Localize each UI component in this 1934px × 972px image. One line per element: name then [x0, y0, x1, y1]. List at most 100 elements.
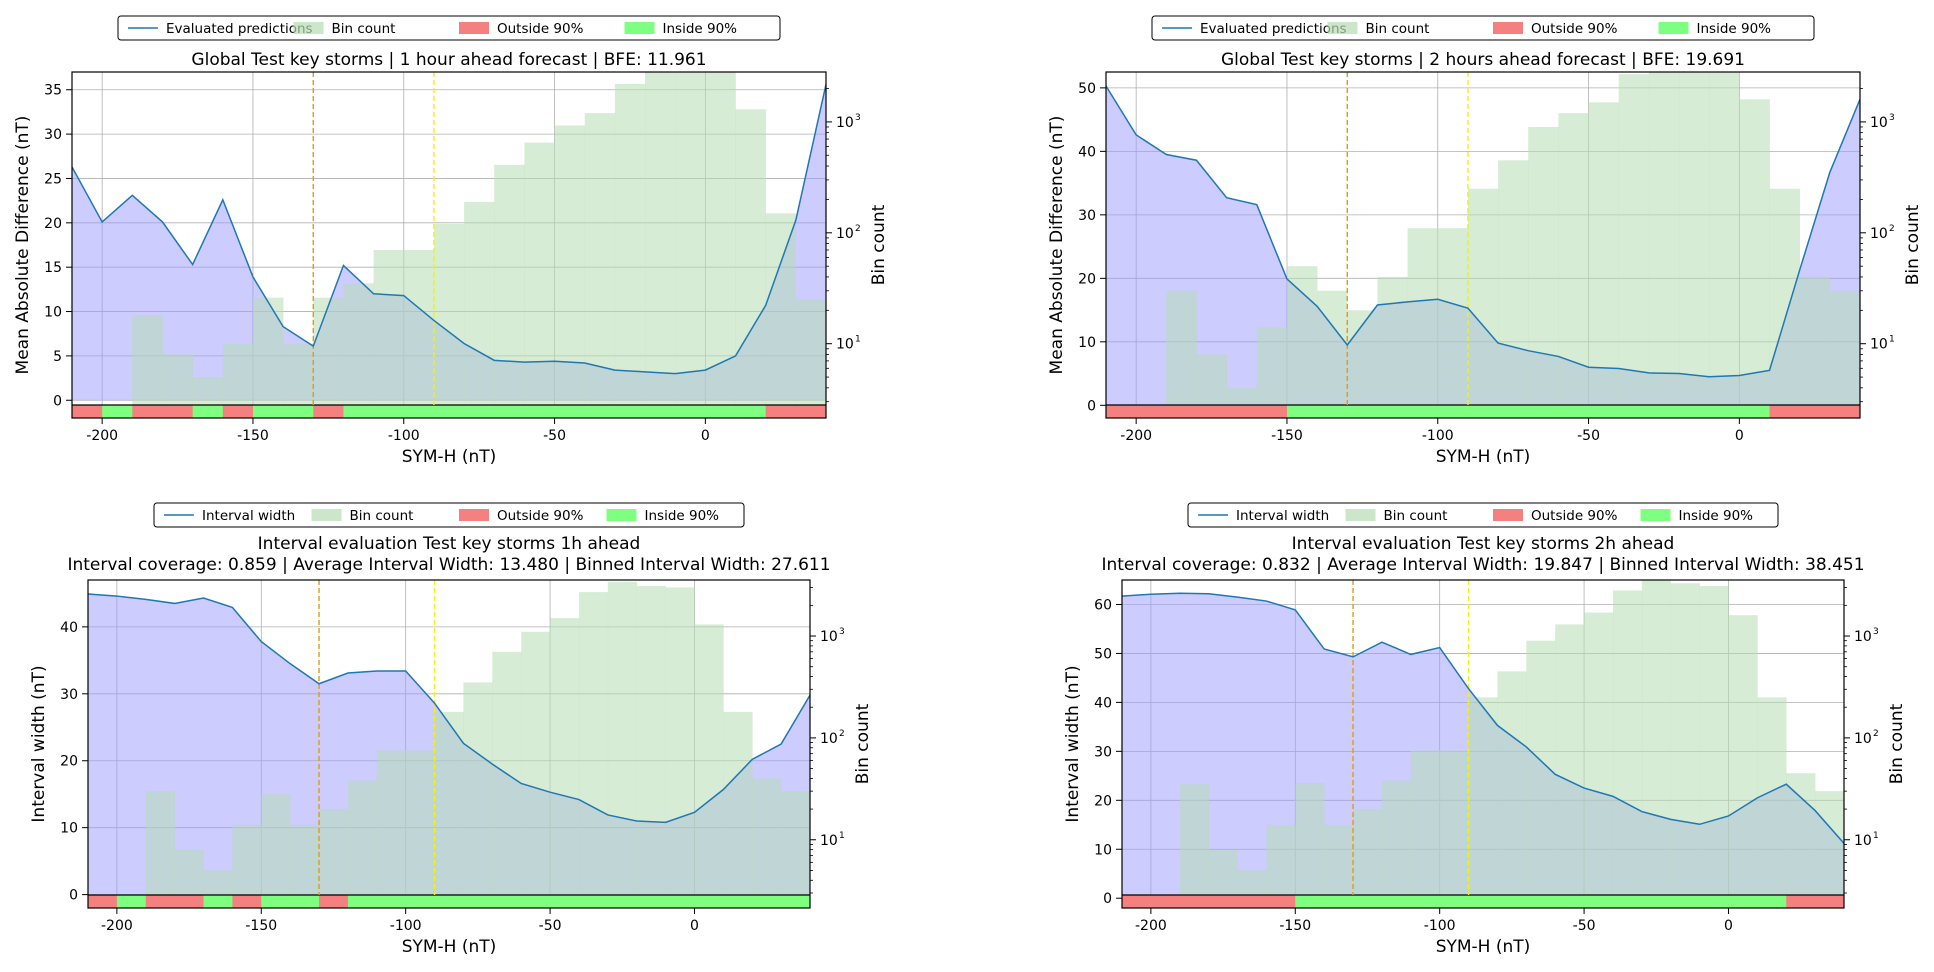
coverage-strip-cell — [1256, 405, 1288, 418]
y2-axis-label: Bin count — [1903, 204, 1923, 285]
x-tick-label: -200 — [1120, 428, 1152, 444]
bin-count-bar — [1679, 72, 1710, 418]
legend-label: Inside 90% — [1679, 508, 1754, 524]
x-tick-label: -50 — [539, 918, 562, 934]
axes-frame — [1121, 579, 1845, 909]
coverage-strip-cell — [261, 895, 291, 908]
bin-count-bar — [1166, 290, 1197, 418]
coverage-strip-cell — [1407, 405, 1439, 418]
bin-count-bar — [403, 249, 435, 418]
x-tick-label: 0 — [1735, 428, 1744, 444]
coverage-strip-cell — [1555, 895, 1585, 908]
coverage-strip-cell — [1410, 895, 1441, 908]
legend-frame — [153, 502, 745, 528]
coverage-strip-cell — [1670, 895, 1701, 908]
bin-count-bar — [1612, 590, 1643, 908]
y-tick-label: 35 — [44, 83, 62, 99]
y-axis-label: Interval width (nT) — [1063, 665, 1083, 822]
legend-frame — [1151, 15, 1815, 41]
y2-tick-exponent: 2 — [1873, 729, 1879, 739]
coverage-strip-cell — [252, 405, 284, 418]
x-tick-label: 0 — [690, 918, 699, 934]
coverage-strip-cell — [1347, 405, 1378, 418]
bin-count-bar — [1641, 580, 1672, 908]
coverage-strip-cell — [1757, 895, 1787, 908]
bin-count-bar — [1769, 188, 1800, 418]
bin-count-bar — [694, 624, 724, 908]
coverage-strip-cell — [665, 895, 695, 908]
legend-frame — [1187, 502, 1779, 528]
coverage-strip-cell — [1439, 895, 1470, 908]
legend: Interval width Bin count Outside 90% Inside… — [1187, 502, 1779, 528]
bin-count-bar — [645, 72, 676, 418]
y2-axis-label: Bin count — [869, 204, 889, 285]
y-tick-label: 25 — [44, 171, 62, 187]
coverage-strip-cell — [723, 895, 753, 908]
coverage-strip-cell — [132, 405, 163, 418]
bin-count-bar — [252, 297, 284, 418]
bin-count-bar — [1528, 126, 1559, 418]
y-tick-label: 30 — [1094, 744, 1112, 760]
bin-count-bar — [1555, 624, 1585, 908]
chart-title: Interval evaluation Test key storms 2h a… — [1292, 534, 1675, 554]
coverage-strip-cell — [1286, 405, 1318, 418]
y-tick-label: 20 — [1078, 271, 1096, 287]
x-tick-label: -50 — [1573, 918, 1596, 934]
bin-count-bar — [1786, 773, 1816, 908]
coverage-strip-cell — [116, 895, 147, 908]
coverage-strip-cell — [464, 405, 495, 418]
x-tick-label: -50 — [543, 428, 566, 444]
bin-count-bar — [665, 587, 695, 908]
bin-count-bar — [261, 794, 291, 908]
bin-count-bar — [434, 711, 464, 908]
y-tick-label: 40 — [1078, 144, 1096, 160]
bin-count-bar — [1699, 585, 1729, 908]
coverage-strip-cell — [1353, 895, 1383, 908]
bin-count-bar — [319, 809, 349, 908]
coverage-strip-cell — [1208, 895, 1239, 908]
y2-axis-label: Bin count — [853, 703, 873, 784]
bin-count-bar — [343, 283, 374, 418]
coverage-strip-cell — [433, 405, 465, 418]
axes-frame — [87, 579, 811, 909]
bin-count-bar — [1498, 160, 1529, 418]
y-axis-label: Mean Absolute Difference (nT) — [1047, 116, 1067, 375]
x-tick-label: -150 — [1271, 428, 1303, 444]
bin-count-bar — [607, 581, 638, 908]
legend-label: Interval width — [202, 508, 295, 524]
bin-count-bar — [1295, 783, 1325, 908]
x-axis-label: SYM-H (nT) — [402, 937, 497, 957]
bin-count-bar — [1286, 266, 1318, 418]
legend-label: Evaluated predictions — [166, 21, 313, 37]
legend-label: Bin count — [332, 21, 396, 37]
chart-title: Interval evaluation Test key storms 1h a… — [258, 534, 641, 554]
y-tick-label: 10 — [60, 821, 78, 837]
bin-count-bar — [1437, 228, 1469, 418]
legend: Evaluated predictions Bin count Outside 90… — [117, 15, 781, 41]
y-tick-label: 0 — [69, 888, 78, 904]
coverage-strip-cell — [705, 405, 737, 418]
bin-count-bar — [145, 791, 175, 908]
y-tick-label: 15 — [44, 260, 62, 276]
legend-label: Bin count — [1384, 508, 1448, 524]
legend: Evaluated predictions Bin count Outside 90… — [1151, 15, 1815, 41]
y2-tick-exponent: 3 — [855, 113, 861, 123]
bin-count-bar — [1588, 102, 1620, 418]
bin-count-bar — [347, 780, 378, 908]
coverage-strip-cell — [376, 895, 407, 908]
plot-area — [72, 72, 826, 418]
axes-frame — [1105, 71, 1861, 419]
coverage-strip-cell — [1769, 405, 1801, 418]
bin-count-bar — [795, 299, 826, 418]
y2-tick-exponent: 3 — [1889, 113, 1895, 123]
coverage-strip-cell — [614, 405, 646, 418]
legend-label: Outside 90% — [1531, 21, 1618, 37]
x-tick-label: -150 — [245, 918, 277, 934]
y-tick-label: 20 — [44, 216, 62, 232]
coverage-strip-cell — [1641, 895, 1672, 908]
y2-tick-exponent: 2 — [839, 729, 845, 739]
bin-count-bar — [1526, 640, 1556, 908]
bin-count-bar — [524, 142, 555, 418]
